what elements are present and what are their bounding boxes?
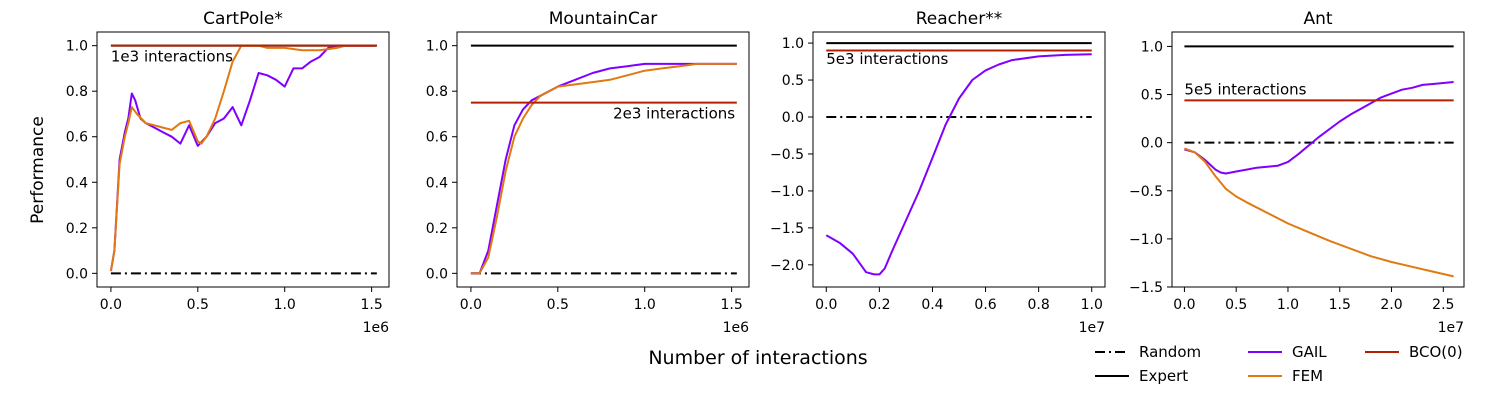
gail-series-line <box>470 62 737 275</box>
plot-frame <box>96 31 390 288</box>
y-tick-label: 1.0 <box>1141 39 1163 55</box>
fem-series-line <box>470 62 737 275</box>
y-tick-label: 0.4 <box>426 175 448 191</box>
chart-panel-4: Ant 0.0 0.5 1.0 1.5 2.0 2.5 −1.5 −1.0 −0.5 0.0 0.5 1… <box>1129 9 1465 336</box>
legend-item: Expert <box>1095 367 1188 385</box>
interactions-annotation: 1e3 interactions <box>111 48 233 66</box>
y-tick-label: −0.5 <box>1129 184 1163 200</box>
x-tick-label: 0.5 <box>547 297 569 313</box>
x-tick-label: 0.5 <box>187 297 209 313</box>
legend: Random Expert GAIL FEM BCO(0) <box>1095 343 1463 385</box>
chart-title: CartPole* <box>203 9 283 29</box>
legend-item: GAIL <box>1248 343 1327 361</box>
x-tick-label: 1.5 <box>360 297 382 313</box>
chart-panel-3: Reacher** 0.0 0.2 0.4 0.6 0.8 1.0 −2.0 −1.5 −1.0 −… <box>770 9 1106 336</box>
y-tick-label: 0.5 <box>782 73 804 89</box>
y-tick-label: 1.0 <box>66 39 88 55</box>
fem-series-line <box>109 44 376 272</box>
y-tick-label: −1.5 <box>770 221 804 237</box>
legend-item: BCO(0) <box>1365 343 1463 361</box>
chart-panel-1: CartPole* 0.0 0.5 1.0 1.5 0.0 0.2 0.4 0.6 0.8 1.0 1… <box>66 9 390 336</box>
x-tick-label: 1.0 <box>634 297 656 313</box>
y-tick-label: 1.0 <box>782 36 804 52</box>
interactions-annotation: 2e3 interactions <box>613 105 735 123</box>
y-tick-label: 0.0 <box>1141 136 1163 152</box>
x-tick-label: 0.0 <box>815 297 837 313</box>
plot-frame <box>456 31 750 288</box>
chart-panel-2: MountainCar 0.0 0.5 1.0 1.5 0.0 0.2 0.4 0.6 0.8 1.… <box>426 9 750 336</box>
gail-series-line <box>109 44 376 272</box>
y-tick-label: 0.4 <box>66 175 88 191</box>
y-tick-label: −1.0 <box>1129 232 1163 248</box>
plot-frame <box>1171 31 1465 288</box>
fem-series-line <box>1184 147 1454 278</box>
y-tick-label: −1.0 <box>770 184 804 200</box>
x-tick-label: 2.0 <box>1380 297 1402 313</box>
y-tick-label: 1.0 <box>426 39 448 55</box>
shared-x-axis-label: Number of interactions <box>648 347 867 369</box>
y-tick-label: 0.0 <box>782 110 804 126</box>
y-tick-label: −2.0 <box>770 258 804 274</box>
legend-item: FEM <box>1248 367 1323 385</box>
y-tick-label: 0.8 <box>426 84 448 100</box>
x-tick-label: 0.8 <box>1028 297 1050 313</box>
y-tick-label: 0.6 <box>426 130 448 146</box>
legend-label: Expert <box>1139 367 1188 385</box>
x-tick-label: 0.2 <box>868 297 890 313</box>
legend-label: Random <box>1139 343 1201 361</box>
plot-frame <box>812 31 1106 288</box>
x-tick-label: 1.0 <box>1081 297 1103 313</box>
x-tick-label: 1.5 <box>1329 297 1351 313</box>
x-tick-label: 0.6 <box>974 297 996 313</box>
y-tick-label: −0.5 <box>770 147 804 163</box>
interactions-annotation: 5e3 interactions <box>826 50 948 68</box>
y-tick-label: 0.8 <box>66 84 88 100</box>
y-tick-label: 0.0 <box>66 266 88 282</box>
x-offset-label: 1e6 <box>363 320 390 336</box>
x-tick-label: 0.0 <box>1173 297 1195 313</box>
y-tick-label: −1.5 <box>1129 280 1163 296</box>
x-offset-label: 1e6 <box>723 320 750 336</box>
gail-series-line <box>1184 81 1454 175</box>
chart-title: Ant <box>1303 9 1332 29</box>
legend-label: BCO(0) <box>1409 343 1463 361</box>
x-offset-label: 1e7 <box>1079 320 1105 336</box>
y-tick-label: 0.2 <box>426 221 448 237</box>
y-tick-label: 0.5 <box>1141 88 1163 104</box>
x-tick-label: 2.5 <box>1432 297 1454 313</box>
x-tick-label: 0.4 <box>921 297 943 313</box>
legend-label: GAIL <box>1292 343 1327 361</box>
shared-y-axis-label: Performance <box>28 116 48 224</box>
legend-label: FEM <box>1292 367 1323 385</box>
gail-series-line <box>825 53 1092 276</box>
chart-panels: CartPole* 0.0 0.5 1.0 1.5 0.0 0.2 0.4 0.6 0.8 1.0 1… <box>66 9 1465 336</box>
y-tick-label: 0.0 <box>426 266 448 282</box>
x-tick-label: 1.0 <box>1277 297 1299 313</box>
legend-item: Random <box>1095 343 1201 361</box>
chart-title: Reacher** <box>916 9 1003 29</box>
x-tick-label: 1.0 <box>274 297 296 313</box>
interactions-annotation: 5e5 interactions <box>1184 81 1306 99</box>
x-tick-label: 1.5 <box>720 297 742 313</box>
x-tick-label: 0.5 <box>1225 297 1247 313</box>
x-offset-label: 1e7 <box>1438 320 1464 336</box>
x-tick-label: 0.0 <box>460 297 482 313</box>
chart-title: MountainCar <box>549 9 657 29</box>
y-tick-label: 0.6 <box>66 130 88 146</box>
x-tick-label: 0.0 <box>100 297 122 313</box>
y-tick-label: 0.2 <box>66 221 88 237</box>
